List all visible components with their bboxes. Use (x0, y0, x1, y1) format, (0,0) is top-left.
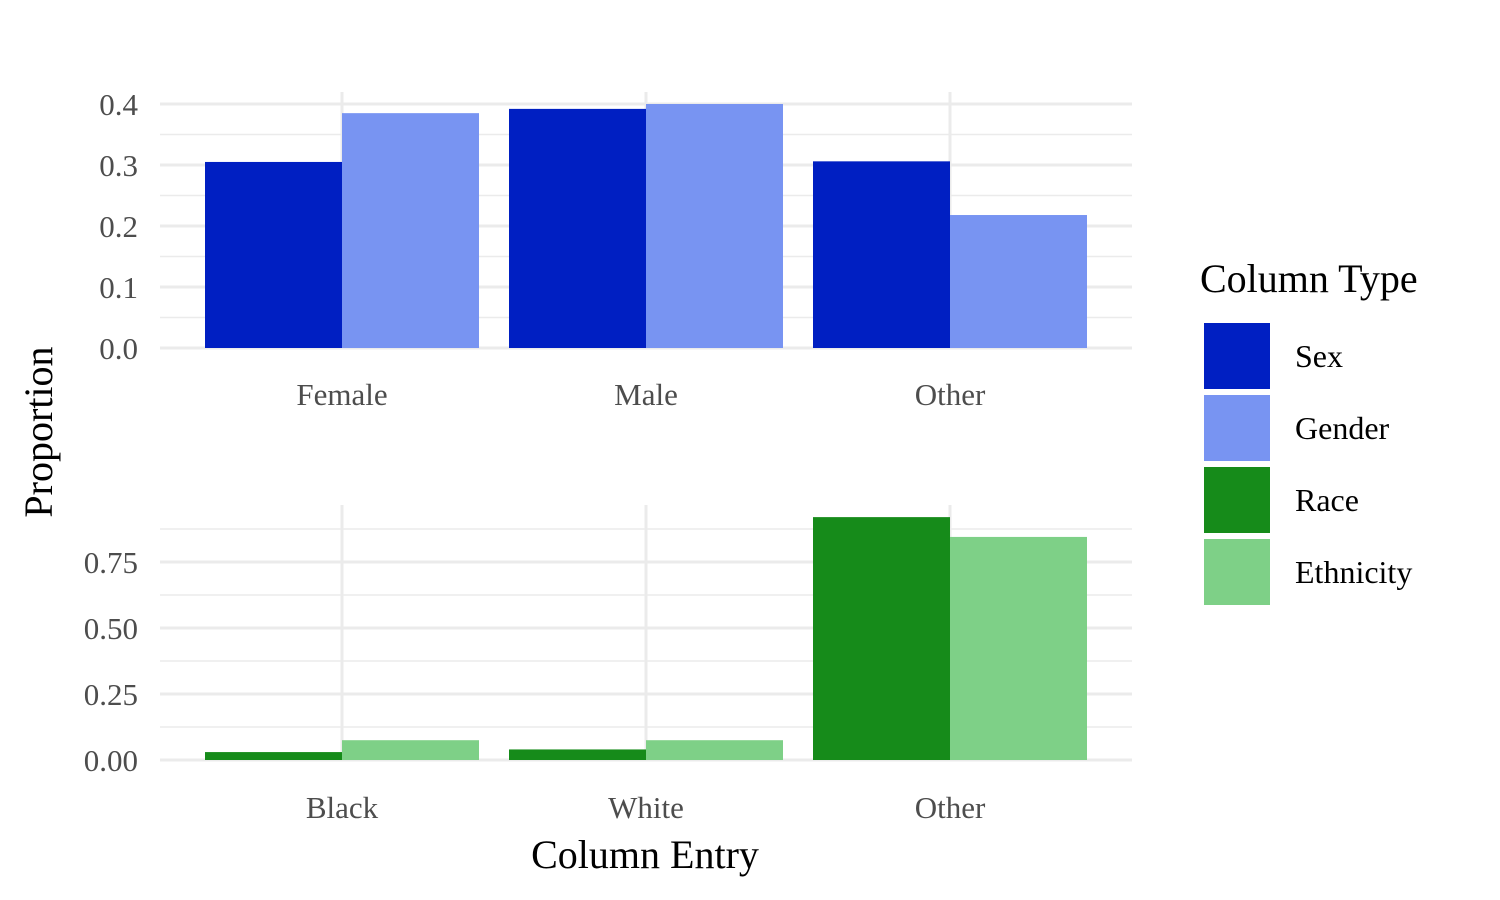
legend-swatch-ethnicity (1204, 539, 1270, 605)
legend-swatch-gender (1204, 395, 1270, 461)
x-axis-title: Column Entry (531, 832, 759, 877)
legend-label-gender: Gender (1295, 410, 1390, 446)
y-tick-label: 0.00 (84, 743, 138, 778)
legend-label-race: Race (1295, 482, 1359, 518)
bar-gender-male (646, 104, 783, 348)
y-tick-label: 0.1 (99, 270, 138, 305)
bar-race-white (509, 749, 646, 760)
bar-sex-female (205, 161, 342, 348)
y-tick-label: 0.2 (99, 209, 138, 244)
y-tick-label: 0.4 (99, 87, 138, 122)
bar-gender-other (950, 215, 1087, 348)
legend-swatch-race (1204, 467, 1270, 533)
bar-sex-male (509, 108, 646, 348)
bar-race-other (813, 517, 950, 760)
legend-label-ethnicity: Ethnicity (1295, 554, 1412, 590)
bar-gender-female (342, 113, 479, 349)
x-tick-label-black: Black (306, 790, 379, 825)
y-tick-label: 0.0 (99, 331, 138, 366)
y-axis-title: Proportion (16, 346, 61, 517)
legend-label-sex: Sex (1295, 338, 1343, 374)
y-tick-label: 0.25 (84, 677, 138, 712)
x-tick-label-white: White (608, 790, 684, 825)
bar-sex-other (813, 161, 950, 348)
legend-swatch-sex (1204, 323, 1270, 389)
x-tick-label-other: Other (915, 790, 986, 825)
bar-ethnicity-black (342, 740, 479, 760)
x-tick-label-other: Other (915, 377, 986, 412)
y-tick-label: 0.50 (84, 611, 138, 646)
legend: Column Type Sex Gender Race Ethnicity (1200, 256, 1418, 605)
legend-title: Column Type (1200, 256, 1418, 301)
x-tick-label-female: Female (296, 377, 387, 412)
bottom-panel-race-ethnicity: 0.00 0.25 0.50 0.75 Black White Other (84, 505, 1132, 825)
bar-ethnicity-other (950, 536, 1087, 760)
y-tick-label: 0.75 (84, 545, 138, 580)
y-tick-label: 0.3 (99, 148, 138, 183)
bar-race-black (205, 752, 342, 760)
top-panel-sex-gender: 0.0 0.1 0.2 0.3 0.4 Female Male Other (99, 87, 1132, 412)
bar-ethnicity-white (646, 740, 783, 760)
x-tick-label-male: Male (614, 377, 678, 412)
